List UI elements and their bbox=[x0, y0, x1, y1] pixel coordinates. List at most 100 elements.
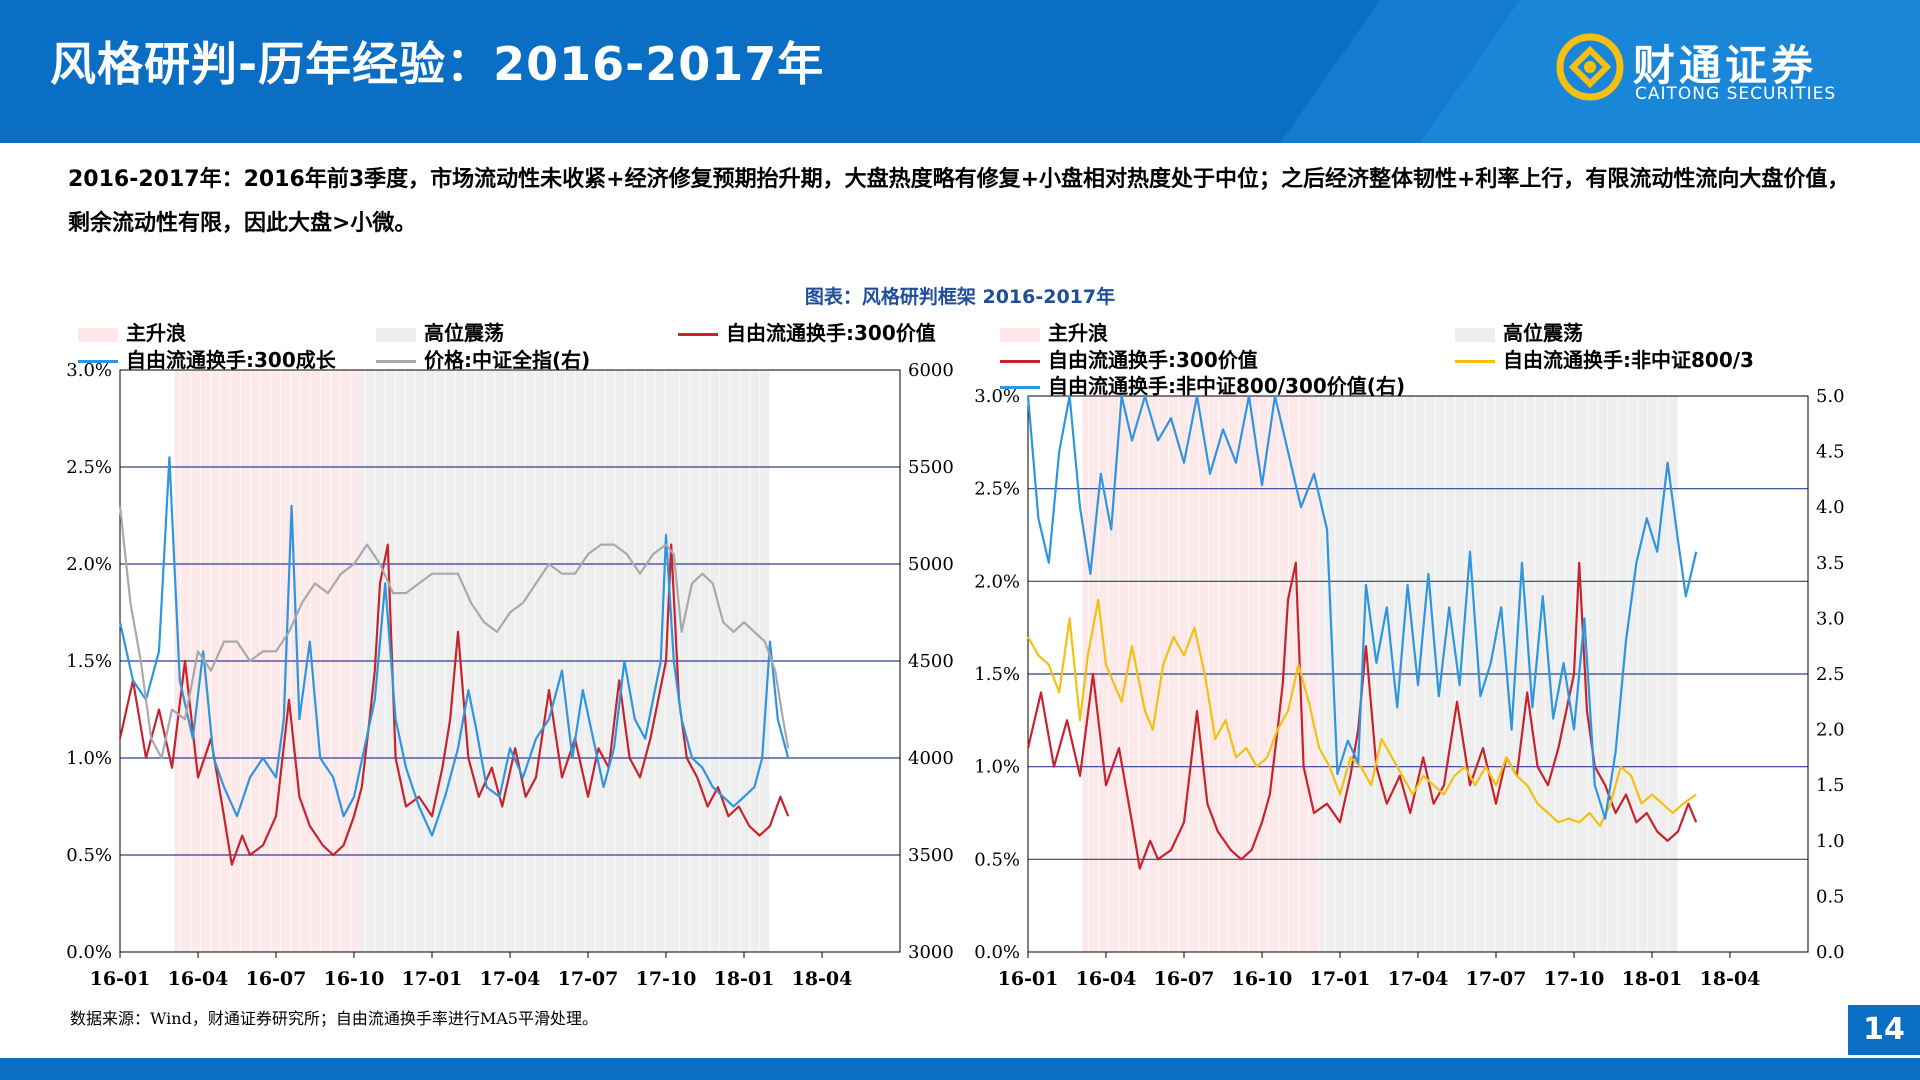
legend-swatch bbox=[1000, 386, 1040, 389]
legend-item-main-rise: 主升浪 bbox=[1000, 317, 1108, 346]
legend-label: 主升浪 bbox=[126, 321, 186, 345]
y-left-tick-label: 1.5% bbox=[66, 651, 112, 672]
logo-english-name: CAITONG SECURITIES bbox=[1635, 84, 1837, 104]
logo-emblem-icon bbox=[1556, 33, 1624, 101]
header-bar: 风格研判-历年经验：2016-2017年 财通证券 CAITONG SECURI… bbox=[0, 0, 1920, 143]
legend-label: 高位震荡 bbox=[424, 321, 504, 345]
y-left-tick-label: 2.5% bbox=[66, 457, 112, 478]
legend-label: 自由流通换手:300价值 bbox=[1048, 348, 1258, 372]
x-tick-label: 16-07 bbox=[246, 968, 307, 990]
x-tick-label: 17-10 bbox=[636, 968, 697, 990]
y-right-tick-label: 6000 bbox=[908, 360, 954, 381]
y-left-tick-label: 2.0% bbox=[974, 571, 1020, 592]
legend-item-main-rise: 主升浪 bbox=[78, 317, 186, 346]
page-title: 风格研判-历年经验：2016-2017年 bbox=[50, 37, 825, 91]
legend-swatch bbox=[1000, 327, 1040, 342]
legend-swatch bbox=[78, 327, 118, 342]
y-right-tick-label: 3.0 bbox=[1816, 608, 1845, 629]
legend-item-csi-all-price: 价格:中证全指(右) bbox=[376, 344, 590, 373]
legend-item-high-oscillation: 高位震荡 bbox=[376, 317, 504, 346]
x-tick-label: 17-10 bbox=[1544, 968, 1605, 990]
legend-swatch bbox=[78, 360, 118, 363]
legend-label: 自由流通换手:300成长 bbox=[126, 348, 336, 372]
series-line bbox=[1026, 394, 1698, 820]
y-left-tick-label: 0.5% bbox=[974, 849, 1020, 870]
x-tick-label: 16-07 bbox=[1154, 968, 1215, 990]
legend-item-300-value: 自由流通换手:300价值 bbox=[1000, 344, 1258, 373]
legend-swatch bbox=[376, 327, 416, 342]
series-line bbox=[1026, 561, 1698, 870]
y-right-tick-label: 3.5 bbox=[1816, 553, 1845, 574]
company-logo: 财通证券 CAITONG SECURITIES bbox=[1555, 30, 1895, 110]
legend-swatch bbox=[1455, 327, 1495, 342]
y-right-tick-label: 3500 bbox=[908, 845, 954, 866]
y-right-tick-label: 4.5 bbox=[1816, 442, 1845, 463]
y-left-tick-label: 0.5% bbox=[66, 845, 112, 866]
y-right-tick-label: 2.0 bbox=[1816, 720, 1845, 741]
y-right-tick-label: 1.5 bbox=[1816, 775, 1845, 796]
x-tick-label: 18-04 bbox=[792, 968, 853, 990]
legend-item-high-oscillation: 高位震荡 bbox=[1455, 317, 1583, 346]
footer-bar bbox=[0, 1058, 1920, 1080]
y-right-tick-label: 4.0 bbox=[1816, 497, 1845, 518]
y-right-tick-label: 1.0 bbox=[1816, 831, 1845, 852]
legend-label: 高位震荡 bbox=[1503, 321, 1583, 345]
y-right-tick-label: 2.5 bbox=[1816, 664, 1845, 685]
x-tick-label: 16-04 bbox=[168, 968, 229, 990]
x-tick-label: 17-04 bbox=[1388, 968, 1449, 990]
y-right-tick-label: 5.0 bbox=[1816, 386, 1845, 407]
source-note: 数据来源：Wind，财通证券研究所；自由流通换手率进行MA5平滑处理。 bbox=[70, 1009, 598, 1028]
x-tick-label: 17-07 bbox=[1466, 968, 1527, 990]
y-right-tick-label: 4000 bbox=[908, 748, 954, 769]
x-tick-label: 17-07 bbox=[558, 968, 619, 990]
y-right-tick-label: 0.5 bbox=[1816, 886, 1845, 907]
legend-label: 价格:中证全指(右) bbox=[424, 348, 591, 372]
y-right-tick-label: 5500 bbox=[908, 457, 954, 478]
legend-item-non800-vs-value: 自由流通换手:非中证800/300价值(右) bbox=[1000, 370, 1405, 399]
y-left-tick-label: 0.0% bbox=[66, 942, 112, 963]
legend-item-300-growth: 自由流通换手:300成长 bbox=[78, 344, 336, 373]
y-left-tick-label: 1.5% bbox=[974, 664, 1020, 685]
y-right-tick-label: 5000 bbox=[908, 554, 954, 575]
y-left-tick-label: 3.0% bbox=[66, 360, 112, 381]
x-tick-label: 17-04 bbox=[480, 968, 541, 990]
y-left-tick-label: 0.0% bbox=[974, 942, 1020, 963]
x-tick-label: 17-01 bbox=[1310, 968, 1371, 990]
legend-label: 主升浪 bbox=[1048, 321, 1108, 345]
legend-swatch bbox=[376, 360, 416, 363]
y-left-tick-label: 3.0% bbox=[974, 386, 1020, 407]
series-line bbox=[118, 505, 790, 760]
logo-chinese-name: 财通证券 bbox=[1633, 41, 1818, 90]
legend-label: 自由流通换手:300价值 bbox=[726, 321, 936, 345]
series-line bbox=[118, 456, 790, 837]
figure-title: 图表：风格研判框架 2016-2017年 bbox=[804, 286, 1116, 308]
legend-swatch bbox=[678, 333, 718, 336]
x-tick-label: 18-04 bbox=[1700, 968, 1761, 990]
y-right-tick-label: 4500 bbox=[908, 651, 954, 672]
series-line bbox=[1027, 598, 1697, 828]
x-tick-label: 18-01 bbox=[714, 968, 775, 990]
x-tick-label: 16-10 bbox=[1232, 968, 1293, 990]
y-right-tick-label: 3000 bbox=[908, 942, 954, 963]
x-tick-label: 16-04 bbox=[1076, 968, 1137, 990]
legend-item-non800-ratio: 自由流通换手:非中证800/3 bbox=[1455, 344, 1754, 373]
legend-swatch bbox=[1000, 360, 1040, 363]
chart-right: 0.0% 0.5% 1.0% 1.5% 2.0% 2.5% 3.0% 0.0 0.5 1.0 1.5… bbox=[974, 386, 1845, 990]
y-left-tick-label: 1.0% bbox=[66, 748, 112, 769]
legend-label: 自由流通换手:非中证800/300价值(右) bbox=[1048, 374, 1406, 398]
legend-item-300-value: 自由流通换手:300价值 bbox=[678, 317, 936, 346]
x-tick-label: 16-01 bbox=[998, 968, 1059, 990]
y-right-tick-label: 0.0 bbox=[1816, 942, 1845, 963]
y-left-tick-label: 2.5% bbox=[974, 479, 1020, 500]
chart-left: 0.0% 0.5% 1.0% 1.5% 2.0% 2.5% 3.0% 3000 3500 4000… bbox=[66, 360, 954, 990]
x-tick-label: 16-10 bbox=[324, 968, 385, 990]
legend-label: 自由流通换手:非中证800/3 bbox=[1503, 348, 1754, 372]
page-number: 14 bbox=[1848, 1005, 1920, 1055]
summary-paragraph: 2016-2017年：2016年前3季度，市场流动性未收紧+经济修复预期抬升期，… bbox=[68, 167, 1850, 236]
y-left-tick-label: 1.0% bbox=[974, 757, 1020, 778]
legend-swatch bbox=[1455, 360, 1495, 363]
x-tick-label: 17-01 bbox=[402, 968, 463, 990]
x-tick-label: 18-01 bbox=[1622, 968, 1683, 990]
x-tick-label: 16-01 bbox=[90, 968, 151, 990]
y-left-tick-label: 2.0% bbox=[66, 554, 112, 575]
